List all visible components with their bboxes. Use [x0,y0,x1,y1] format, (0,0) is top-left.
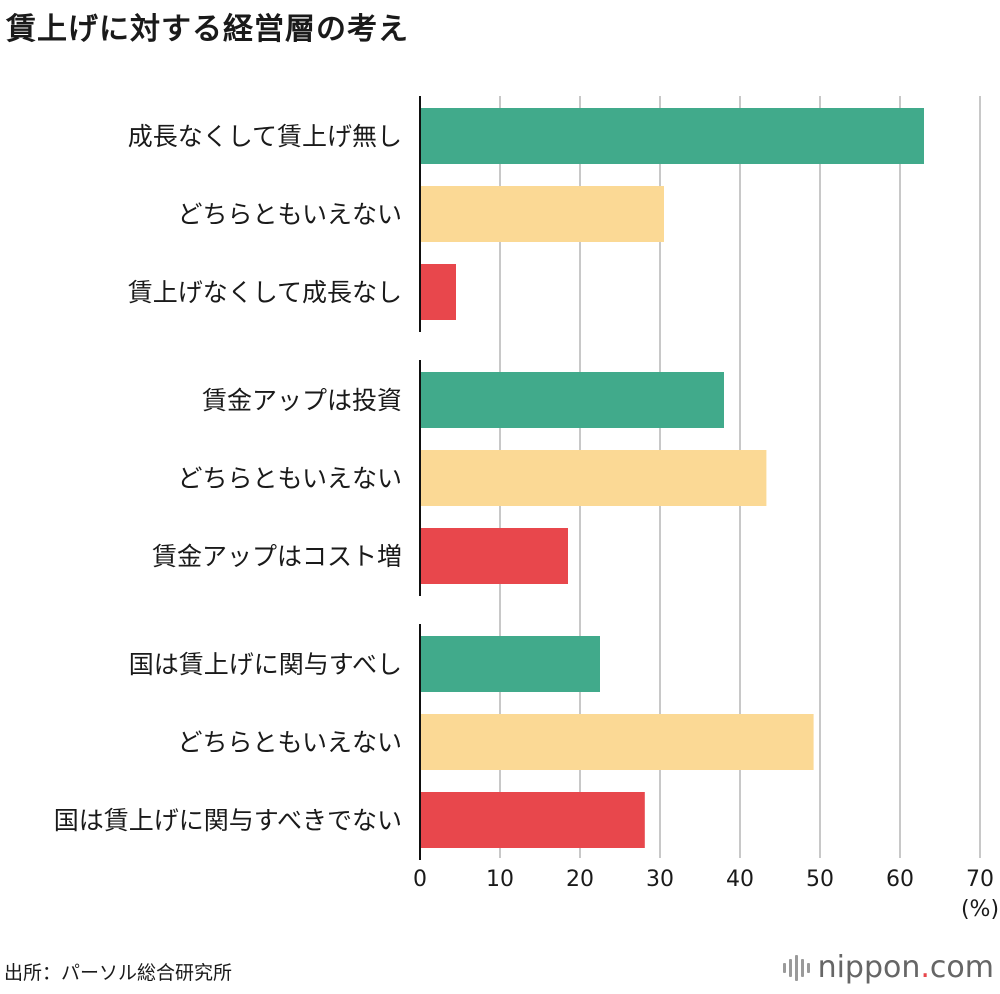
bar [420,792,645,848]
bar-label: 賃金アップはコスト増 [152,542,402,571]
brand-logo: nippon.com [782,950,994,985]
nippon-logo-icon [782,954,810,981]
bar-label: 成長なくして賃上げ無し [128,122,402,151]
tick-label: 70 [966,867,994,892]
tick-label: 10 [486,867,514,892]
bar-label: どちらともいえない [177,464,402,493]
bar-label: 賃金アップは投資 [202,386,402,415]
bar [420,636,600,692]
source-note: 出所：パーソル総合研究所 [4,962,233,984]
bar-label: 国は賃上げに関与すべきでない [54,806,402,835]
tick-label: 20 [566,867,594,892]
bar [420,186,664,242]
bar-label: 賃上げなくして成長なし [128,278,402,307]
bar [420,450,767,506]
bar-label: どちらともいえない [177,200,402,229]
bar-chart: 成長なくして賃上げ無しどちらともいえない賃上げなくして成長なし賃金アップは投資ど… [54,96,999,922]
bar-label: どちらともいえない [177,728,402,757]
bar [420,372,724,428]
tick-label: 60 [886,867,914,892]
bar [420,714,814,770]
tick-label: 40 [726,867,754,892]
brand-text: nippon.com [817,950,994,985]
bar [420,264,456,320]
tick-label: 0 [413,867,427,892]
bar [420,108,924,164]
unit-label: (%) [961,897,999,922]
tick-label: 30 [646,867,674,892]
tick-label: 50 [806,867,834,892]
bar [420,528,568,584]
chart-title: 賃上げに対する経営層の考え [6,12,409,47]
bar-label: 国は賃上げに関与すべし [129,650,402,679]
